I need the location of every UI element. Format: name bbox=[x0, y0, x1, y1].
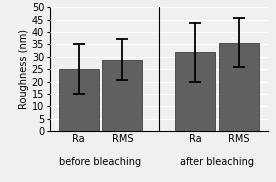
Text: before bleaching: before bleaching bbox=[60, 157, 142, 167]
Bar bbox=[59, 69, 99, 131]
Bar bbox=[219, 43, 259, 131]
Y-axis label: Roughness (nm): Roughness (nm) bbox=[19, 29, 29, 109]
Bar bbox=[102, 60, 142, 131]
Text: after bleaching: after bleaching bbox=[180, 157, 254, 167]
Bar bbox=[175, 52, 215, 131]
